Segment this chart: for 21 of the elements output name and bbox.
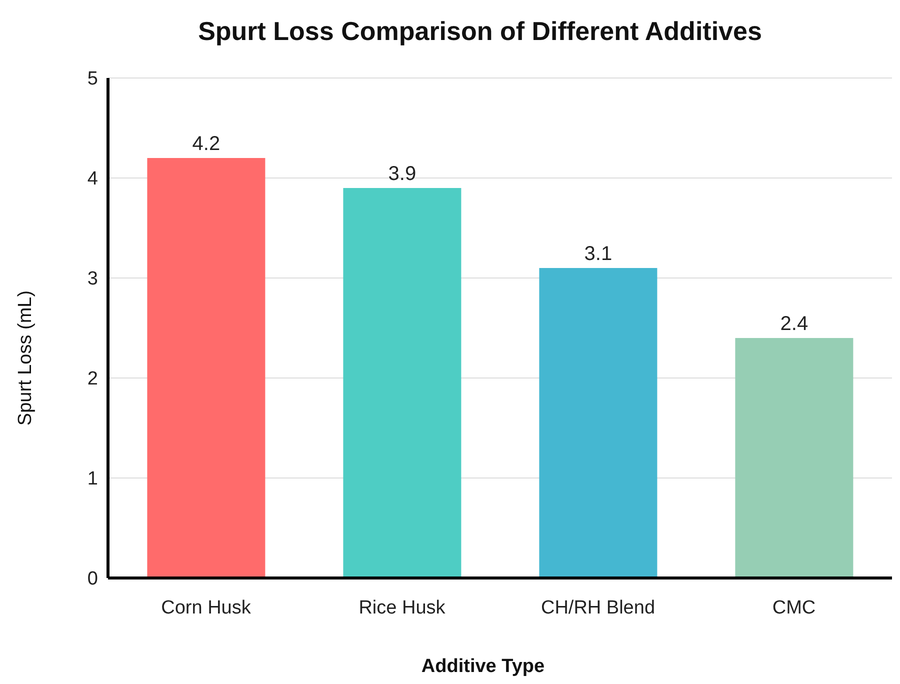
data-label: 3.1 [584,243,612,265]
x-tick-label: CMC [772,597,816,618]
data-label: 4.2 [192,133,220,155]
x-axis-title: Additive Type [420,656,546,678]
y-tick-label: 1 [87,468,98,490]
y-tick-label: 3 [87,268,98,290]
y-tick-label: 4 [87,168,98,190]
data-label: 3.9 [388,163,416,185]
y-tick-label: 2 [87,368,98,390]
x-tick-label: Corn Husk [161,597,252,618]
bar [539,268,658,578]
data-label: 2.4 [780,313,808,335]
x-tick-label: CH/RH Blend [540,597,656,618]
y-tick-label: 5 [87,68,98,90]
x-tick-label: Rice Husk [358,597,446,618]
bar [343,188,462,578]
y-tick-label: 0 [87,568,98,590]
bar [735,338,854,578]
bar [147,158,266,578]
chart-title: Spurt Loss Comparison of Different Additives [197,16,763,47]
y-axis-title: Spurt Loss (mL) [15,290,37,426]
